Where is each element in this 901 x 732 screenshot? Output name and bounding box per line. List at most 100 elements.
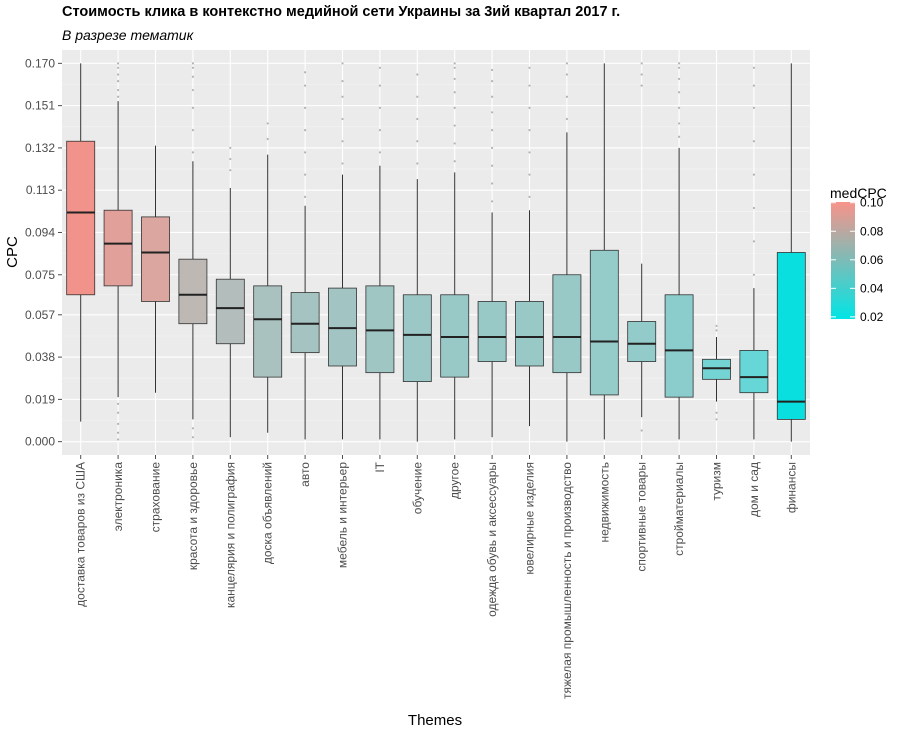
outlier-point [491, 182, 494, 185]
outlier-point [752, 173, 756, 176]
outlier-point [528, 106, 531, 109]
outlier-point [341, 140, 344, 143]
outlier-point [341, 95, 344, 98]
box-body [552, 274, 582, 374]
y-tick-label: 0.000 [25, 435, 55, 449]
outlier-point [266, 122, 269, 125]
box-body [402, 294, 432, 382]
outlier-point [416, 73, 419, 76]
outlier-point [304, 129, 307, 132]
outlier-point [453, 91, 456, 94]
x-tick-label: спортивные товары [635, 462, 649, 572]
y-tick-label: 0.151 [25, 99, 55, 113]
outlier-point [453, 142, 456, 145]
outlier-point [378, 106, 381, 109]
outlier-point [266, 137, 269, 141]
outlier-point [378, 151, 381, 154]
outlier-point [453, 124, 456, 127]
outlier-point [117, 62, 120, 65]
box-3 [178, 62, 208, 439]
x-tick-label: доставка товаров из США [74, 462, 88, 607]
outlier-point [528, 151, 531, 154]
box-0 [66, 63, 96, 422]
outlier-point [117, 73, 120, 76]
outlier-point [528, 129, 531, 132]
x-tick-label: стройматериалы [672, 462, 686, 556]
legend-tick-label: 0.10 [860, 196, 884, 210]
box-body [477, 301, 507, 362]
x-tick-label: IT [373, 461, 387, 472]
outlier-point [678, 122, 681, 125]
x-tick-label: авто [298, 462, 312, 487]
box-6 [290, 71, 320, 440]
outlier-point [491, 95, 494, 98]
outlier-point [416, 117, 419, 121]
outlier-point [304, 173, 307, 176]
outlier-point [678, 62, 681, 65]
outlier-point [453, 160, 456, 163]
box-body [664, 294, 694, 398]
legend-colorbar [831, 202, 855, 319]
outlier-point [565, 95, 569, 98]
box-body [328, 287, 357, 367]
y-axis-title: CPC [4, 236, 21, 268]
x-tick-label: одежда обувь и аксессуары [485, 462, 499, 617]
outlier-point [191, 106, 194, 109]
legend-tick-label: 0.02 [860, 310, 884, 324]
box-body [702, 358, 731, 380]
outlier-point [752, 106, 756, 109]
outlier-point [304, 195, 307, 198]
outlier-point [453, 62, 456, 65]
outlier-point [341, 80, 344, 83]
outlier-point [491, 146, 494, 150]
outlier-point [715, 329, 718, 332]
legend-title: medCPC [830, 185, 887, 201]
outlier-point [528, 84, 531, 87]
outlier-point [341, 162, 344, 165]
box-10 [440, 62, 470, 440]
box-8 [365, 66, 395, 440]
x-tick-label: недвижимость [597, 462, 611, 543]
outlier-point [117, 95, 120, 98]
outlier-point [752, 84, 756, 87]
outlier-point [528, 195, 531, 198]
box-5 [253, 122, 283, 433]
legend: medCPC 0.02 0.04 0.06 0.08 0.10 [830, 185, 887, 324]
chart-title: Стоимость клика в контекстно медийной се… [62, 4, 620, 20]
box-body [589, 249, 619, 396]
outlier-point [678, 135, 681, 138]
box-2 [141, 145, 170, 393]
outlier-point [117, 411, 120, 414]
box-4 [215, 146, 245, 438]
x-axis-title: Themes [408, 712, 462, 729]
box-body [253, 285, 283, 378]
outlier-point [304, 106, 307, 109]
outlier-point [416, 140, 419, 143]
outlier-point [640, 84, 643, 87]
legend-tick-label: 0.08 [860, 224, 884, 238]
box-1 [103, 62, 133, 441]
outlier-point [491, 129, 494, 132]
box-9 [402, 73, 432, 442]
y-tick-label: 0.038 [25, 350, 55, 364]
box-body [178, 258, 208, 325]
x-tick-label: дом и сад [747, 462, 761, 517]
outlier-point [341, 62, 344, 65]
outlier-point [752, 273, 756, 276]
outlier-point [378, 84, 381, 87]
box-body [290, 292, 320, 354]
outlier-point [678, 106, 681, 109]
y-tick-label: 0.132 [25, 141, 55, 155]
box-body [66, 140, 96, 296]
box-11 [477, 68, 507, 438]
x-tick-label: туризм [710, 462, 724, 501]
outlier-point [752, 66, 756, 69]
box-13 [552, 62, 582, 442]
x-tick-label: тяжелая промышленность и производство [560, 462, 574, 699]
box-body [627, 321, 657, 362]
outlier-point [752, 140, 756, 143]
outlier-point [491, 111, 494, 114]
outlier-point [378, 129, 381, 132]
outlier-point [491, 68, 494, 72]
